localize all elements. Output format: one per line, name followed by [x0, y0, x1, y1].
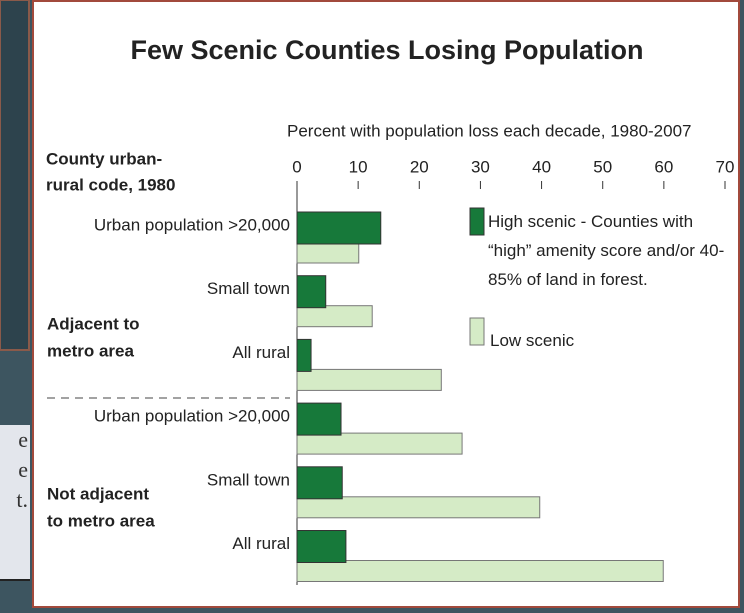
group-label: Adjacent to: [47, 314, 140, 333]
legend-swatch: [469, 207, 485, 236]
bar: [296, 211, 382, 245]
bar: [296, 305, 373, 328]
x-tick-label: 60: [654, 157, 673, 176]
group-label: Not adjacent: [47, 484, 149, 503]
legend-swatch: [469, 317, 485, 346]
y-axis-title: County urban-: [46, 149, 162, 168]
legend-label: High scenic - Counties with “high” ameni…: [488, 212, 725, 289]
x-tick-label: 10: [349, 157, 368, 176]
bar: [296, 530, 347, 563]
chart-title: Few Scenic Counties Losing Population: [130, 35, 643, 65]
x-tick-label: 0: [292, 157, 301, 176]
x-tick-label: 70: [716, 157, 735, 176]
chart-subtitle: Percent with population loss each decade…: [287, 121, 692, 140]
fragment-text: e: [18, 427, 28, 452]
bar: [296, 275, 327, 309]
category-label: All rural: [232, 534, 290, 553]
group-label: metro area: [47, 341, 134, 360]
x-tick-label: 50: [593, 157, 612, 176]
y-axis-title: rural code, 1980: [46, 175, 175, 194]
bar: [296, 368, 442, 391]
category-label: Small town: [207, 279, 290, 298]
bar: [296, 402, 342, 436]
category-label: Urban population >20,000: [94, 407, 290, 426]
bar: [296, 496, 541, 519]
x-tick-label: 30: [471, 157, 490, 176]
category-label: All rural: [232, 343, 290, 362]
legend-label: Low scenic: [490, 331, 575, 350]
bar: [296, 241, 360, 264]
x-tick-label: 40: [532, 157, 551, 176]
bar: [296, 432, 463, 455]
category-label: Small town: [207, 470, 290, 489]
side-text-panel: [0, 425, 30, 580]
x-tick-label: 20: [410, 157, 429, 176]
bar: [296, 338, 312, 372]
group-label: to metro area: [47, 511, 155, 530]
category-label: Urban population >20,000: [94, 215, 290, 234]
bar: [296, 466, 343, 500]
bar: [296, 560, 664, 582]
side-panel: [0, 0, 30, 351]
fragment-text: t.: [16, 487, 28, 512]
fragment-text: e: [18, 457, 28, 482]
